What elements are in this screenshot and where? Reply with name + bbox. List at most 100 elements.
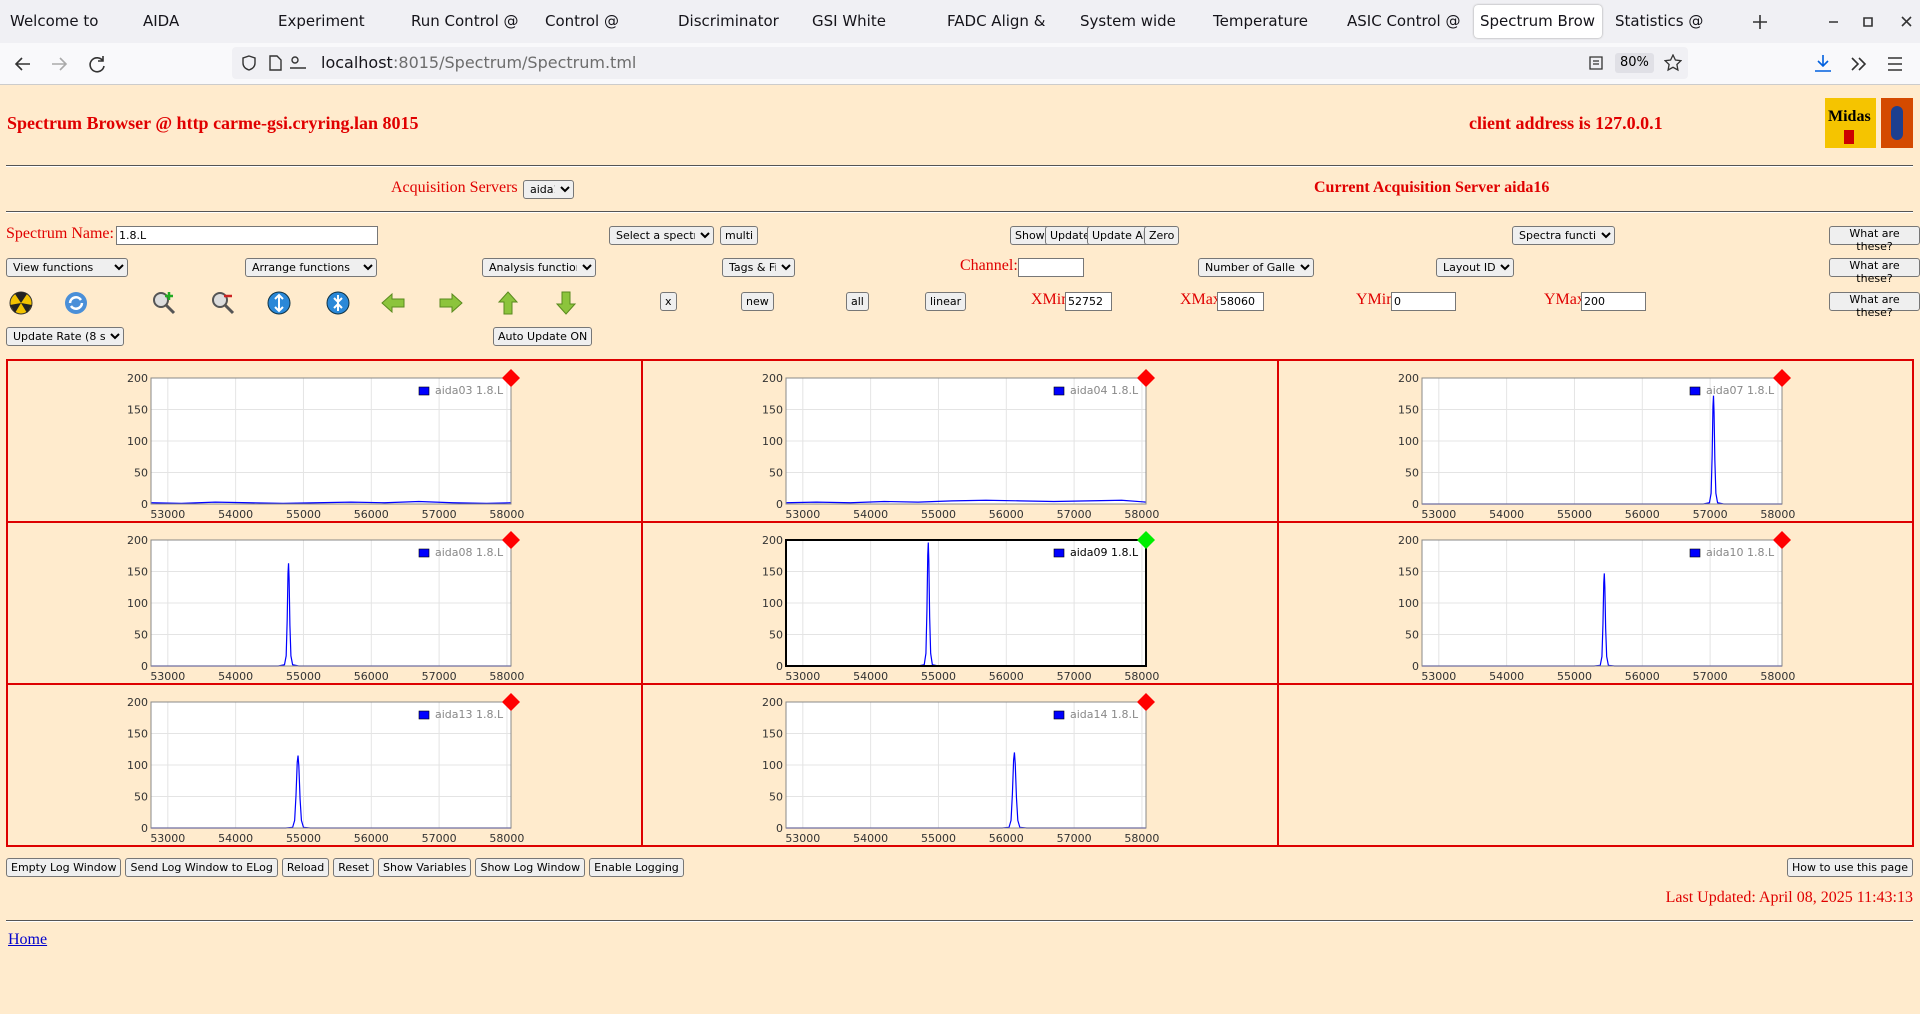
icon-up[interactable] [495,290,521,316]
icon-expand-y[interactable] [266,290,292,316]
help-button[interactable]: What are these? [1829,226,1920,253]
tags-fits[interactable]: Tags & Fits [722,258,795,277]
how-to-button[interactable]: How to use this page [1786,858,1913,877]
tab[interactable]: Discriminator con [678,12,779,30]
footer-button[interactable]: Show Variables [378,858,472,877]
spectrum-panel[interactable]: 53000 54000 55000 56000 57000 58000 0 50 100 150 2… [7,360,643,522]
footer-button[interactable]: Enable Logging [589,858,684,877]
tab[interactable]: System wide Che [1080,12,1176,30]
spectrum-panel[interactable]: 53000 54000 55000 56000 57000 58000 0 50 100 150 2… [1277,360,1913,522]
analysis-functions[interactable]: Analysis functions [482,258,596,277]
spectrum-panel[interactable]: 53000 54000 55000 56000 57000 58000 0 50 100 150 2… [7,522,643,684]
zoom-badge[interactable]: 80% [1615,53,1654,73]
spectrum-panel[interactable]: 53000 54000 55000 56000 57000 58000 0 50 100 150 2… [1277,522,1913,684]
footer-button[interactable]: Send Log Window to ELog [125,858,278,877]
all-button[interactable]: all [846,292,869,311]
status-marker[interactable] [502,369,520,387]
tab[interactable]: Statistics @ carm [1615,12,1704,30]
legend-label: aida04 1.8.L [1070,384,1139,397]
status-marker[interactable] [502,531,520,549]
xmax-input[interactable] [1217,292,1264,311]
tab[interactable]: Temperature and [1213,12,1309,30]
icon-refresh[interactable] [63,290,89,316]
tab[interactable]: AIDA [143,12,180,30]
show-button[interactable]: Show [1010,226,1050,245]
update-button[interactable]: Update [1045,226,1095,245]
tab[interactable]: FADC Align & Co [947,12,1046,30]
footer-button[interactable]: Show Log Window [475,858,586,877]
window-controls[interactable] [1826,12,1920,32]
y-tick-label: 0 [776,660,783,673]
legend-swatch [418,548,430,558]
update-all-button[interactable]: Update All [1087,226,1154,245]
xmin-input[interactable] [1065,292,1112,311]
layout-select[interactable]: Layout ID=4 [1436,258,1514,277]
x-tick-label: 55000 [286,832,321,845]
new-button[interactable]: new [741,292,774,311]
tab[interactable]: Experiment Contr [278,12,365,30]
help-button[interactable]: What are these? [1829,292,1920,319]
x-button[interactable]: x [660,292,677,311]
url-bar[interactable]: localhost :8015/Spectrum/Spectrum.tml 80… [232,47,1688,79]
icon-clear[interactable] [8,290,34,316]
channel-input[interactable] [1018,258,1084,277]
icon-left[interactable] [380,290,406,316]
update-rate[interactable]: Update Rate (8 secs) [6,327,124,346]
url-path: :8015/Spectrum/Spectrum.tml [393,53,637,72]
multi-button[interactable]: multi [720,226,759,245]
icon-down[interactable] [553,290,579,316]
select-spectrum[interactable]: Select a spectrum [609,226,714,245]
tab[interactable]: Control @ carme [545,12,619,30]
ymax-input[interactable] [1581,292,1646,311]
zero-button[interactable]: Zero [1144,226,1180,245]
status-marker[interactable] [1772,531,1791,549]
status-marker[interactable] [502,693,520,711]
home-link[interactable]: Home [8,931,48,948]
spectrum-chart: 53000 54000 55000 56000 57000 58000 0 50 100 150 2… [127,531,524,683]
nav-buttons[interactable] [12,53,112,75]
tab[interactable]: Run Control @ ca [411,12,519,30]
spectrum-panel[interactable]: 53000 54000 55000 56000 57000 58000 0 50 100 150 2… [642,684,1278,846]
spectrum-chart: 53000 54000 55000 56000 57000 58000 0 50 100 150 2… [127,693,524,845]
x-tick-label: 53000 [786,832,821,845]
bookmark-star[interactable] [1664,54,1682,72]
galleries-select[interactable]: Number of Galleries [1198,258,1314,277]
tab[interactable]: Welcome to Cent [10,12,99,30]
view-functions[interactable]: View functions [6,258,128,277]
spectrum-panel[interactable]: 53000 54000 55000 56000 57000 58000 0 50 100 150 2… [642,522,1278,684]
x-tick-label: 54000 [853,670,888,683]
spectrum-panel[interactable]: 53000 54000 55000 56000 57000 58000 0 50 100 150 2… [7,684,643,846]
linear-button[interactable]: linear [925,292,967,311]
spectra-functions[interactable]: Spectra functions [1512,226,1615,245]
new-tab-button[interactable] [1750,12,1770,32]
tab-active[interactable]: Spectrum Brow [1474,5,1602,38]
arrange-functions[interactable]: Arrange functions [245,258,377,277]
status-marker[interactable] [1137,693,1156,711]
help-button[interactable]: What are these? [1829,258,1920,285]
status-marker[interactable] [1772,369,1791,387]
status-marker[interactable] [1137,369,1156,387]
legend-label: aida08 1.8.L [435,546,504,559]
server-select[interactable]: aida16 [523,180,574,199]
reader-icon[interactable] [1588,55,1604,71]
y-tick-label: 200 [762,534,783,547]
tab[interactable]: ASIC Control @ c [1347,12,1461,30]
spectrum-panel[interactable]: 53000 54000 55000 56000 57000 58000 0 50 100 150 2… [642,360,1278,522]
spectrum-name-input[interactable] [116,226,378,245]
footer-button[interactable]: Reload [281,858,330,877]
icon-right[interactable] [438,290,464,316]
auto-update-button[interactable]: Auto Update ON [493,327,593,346]
footer-button[interactable]: Reset [333,858,375,877]
legend-swatch [418,386,430,396]
footer-button[interactable]: Empty Log Window [6,858,122,877]
x-tick-label: 57000 [422,508,457,521]
icon-zoom-in[interactable] [151,290,177,316]
ymin-input[interactable] [1391,292,1456,311]
ymin-label: YMin [1356,291,1395,308]
tab[interactable]: GSI White Rabbit [812,12,886,30]
toolbar-icons[interactable] [1812,53,1912,75]
toolbar: localhost :8015/Spectrum/Spectrum.tml 80… [0,43,1920,85]
icon-zoom-out[interactable] [210,290,236,316]
status-marker[interactable] [1137,531,1156,549]
icon-shrink-y[interactable] [325,290,351,316]
